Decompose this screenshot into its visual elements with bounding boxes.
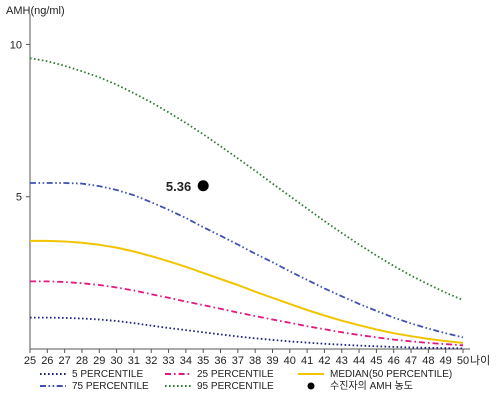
x-tick-label: 27	[59, 355, 71, 367]
y-tick-label: 5	[16, 192, 22, 204]
x-tick-label: 41	[301, 355, 313, 367]
x-tick-label: 25	[24, 355, 36, 367]
x-tick-label: 48	[422, 355, 434, 367]
series-line-1	[30, 316, 464, 350]
x-axis-title: 나이	[470, 354, 490, 367]
y-axis-title: AMH(ng/ml)	[6, 5, 65, 17]
x-tick-label: 50	[457, 355, 469, 367]
x-tick-label: 42	[318, 355, 330, 367]
x-tick-label: 49	[440, 355, 452, 367]
x-tick-label: 35	[197, 355, 209, 367]
x-tick-label: 39	[266, 355, 278, 367]
x-tick-label: 47	[405, 355, 417, 367]
x-tick-label: 29	[93, 355, 105, 367]
series-line-2	[30, 280, 464, 347]
series-line-5	[29, 57, 464, 301]
patient-amh-value-label: 5.36	[166, 179, 191, 194]
x-tick-label: 46	[388, 355, 400, 367]
legend-label-2: 25 PERCENTILE	[197, 369, 274, 380]
legend: 5 PERCENTILE 25 PERCENTILE MEDIAN(50 PERCE…	[40, 369, 452, 392]
x-tick-label: 37	[232, 355, 244, 367]
legend-point-label: 수진자의 AMH 농도	[330, 380, 413, 392]
legend-label-3: MEDIAN(50 PERCENTILE)	[330, 369, 452, 380]
x-tick-label: 30	[110, 355, 122, 367]
legend-label-1: 5 PERCENTILE	[72, 369, 143, 380]
series-line-4	[30, 182, 464, 339]
x-tick-label: 38	[249, 355, 261, 367]
series-line-3	[30, 239, 464, 344]
axis-ticks: 25 26 27 28 29 30 31 32 33 34 35 36 37 38 39 40 41 42 43 44…	[10, 39, 469, 367]
marker-group: 5.36	[166, 179, 209, 194]
x-tick-label: 36	[214, 355, 226, 367]
series-group	[29, 57, 464, 350]
legend-label-5: 95 PERCENTILE	[197, 381, 274, 392]
x-tick-label: 34	[180, 355, 192, 367]
x-tick-label: 32	[145, 355, 157, 367]
legend-point-swatch	[307, 382, 315, 390]
y-tick-label: 10	[10, 39, 22, 51]
x-tick-label: 26	[41, 355, 53, 367]
x-tick-label: 44	[353, 355, 365, 367]
x-tick-label: 40	[284, 355, 296, 367]
x-tick-label: 43	[336, 355, 348, 367]
x-tick-label: 45	[370, 355, 382, 367]
x-tick-label: 33	[162, 355, 174, 367]
patient-amh-point	[197, 180, 209, 192]
legend-label-4: 75 PERCENTILE	[72, 381, 149, 392]
x-tick-label: 31	[128, 355, 140, 367]
x-tick-label: 28	[76, 355, 88, 367]
